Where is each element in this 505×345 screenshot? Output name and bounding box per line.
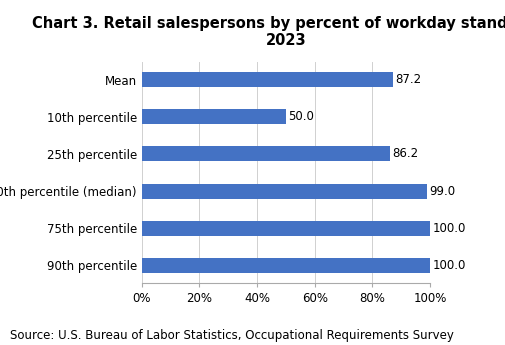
Text: 99.0: 99.0 <box>429 185 454 198</box>
Text: Source: U.S. Bureau of Labor Statistics, Occupational Requirements Survey: Source: U.S. Bureau of Labor Statistics,… <box>10 328 453 342</box>
Text: 87.2: 87.2 <box>395 73 421 86</box>
Text: 50.0: 50.0 <box>288 110 314 123</box>
Bar <box>141 184 426 198</box>
Text: 86.2: 86.2 <box>392 147 418 160</box>
Bar <box>141 109 285 124</box>
Bar <box>141 147 389 161</box>
Bar <box>141 258 429 273</box>
Bar <box>141 221 429 236</box>
Text: 100.0: 100.0 <box>432 259 465 272</box>
Bar <box>141 72 392 87</box>
Title: Chart 3. Retail salespersons by percent of workday standing,
2023: Chart 3. Retail salespersons by percent … <box>32 16 505 48</box>
Text: 100.0: 100.0 <box>432 222 465 235</box>
